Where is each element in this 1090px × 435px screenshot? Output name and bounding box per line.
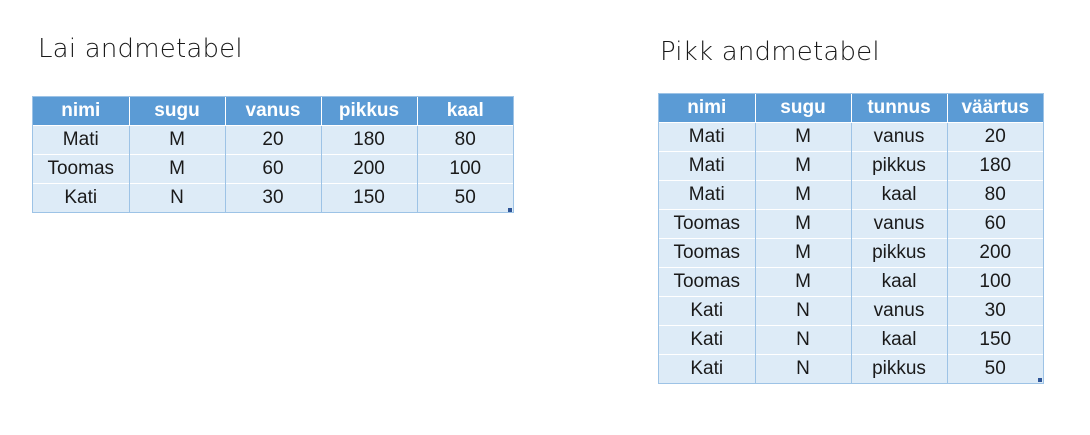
table-cell[interactable]: 20	[947, 122, 1043, 152]
table-cell[interactable]: pikkus	[851, 238, 948, 268]
long-table-title: Pikk andmetabel	[660, 37, 880, 67]
column-header-sugu[interactable]: sugu	[129, 97, 226, 126]
table-cell[interactable]: kaal	[851, 325, 948, 355]
column-header-vanus[interactable]: vanus	[225, 97, 322, 126]
column-header-tunnus[interactable]: tunnus	[851, 94, 948, 123]
table-cell[interactable]: 150	[947, 325, 1043, 355]
table-cell[interactable]: Mati	[659, 180, 756, 210]
table-row: Toomas M kaal 100	[659, 267, 1043, 297]
table-cell[interactable]: 100	[947, 267, 1043, 297]
table-cell[interactable]: 60	[947, 209, 1043, 239]
column-header-sugu[interactable]: sugu	[755, 94, 852, 123]
table-cell[interactable]: M	[129, 125, 226, 155]
table-cell[interactable]: kaal	[851, 180, 948, 210]
table-cell[interactable]: pikkus	[851, 354, 948, 383]
column-header-kaal[interactable]: kaal	[417, 97, 513, 126]
table-cell[interactable]: 30	[225, 183, 322, 212]
table-cell[interactable]: N	[755, 325, 852, 355]
table-cell[interactable]: Toomas	[659, 238, 756, 268]
table-row: Toomas M pikkus 200	[659, 238, 1043, 268]
column-header-nimi[interactable]: nimi	[659, 94, 756, 123]
table-cell[interactable]: Kati	[659, 296, 756, 326]
table-cell[interactable]: 80	[947, 180, 1043, 210]
table-resize-handle[interactable]	[1038, 378, 1042, 382]
table-row: Kati N kaal 150	[659, 325, 1043, 355]
table-cell[interactable]: 50	[417, 183, 513, 212]
table-cell[interactable]: 180	[947, 151, 1043, 181]
table-cell[interactable]: M	[755, 180, 852, 210]
column-header-nimi[interactable]: nimi	[33, 97, 130, 126]
table-cell[interactable]: Kati	[659, 354, 756, 383]
table-cell[interactable]: Mati	[33, 125, 130, 155]
wide-data-table: nimi sugu vanus pikkus kaal Mati M 20 18…	[32, 96, 514, 213]
table-header-row: nimi sugu vanus pikkus kaal	[33, 97, 513, 126]
wide-table-title: Lai andmetabel	[38, 34, 243, 64]
table-cell[interactable]: Kati	[659, 325, 756, 355]
table-cell[interactable]: 50	[947, 354, 1043, 383]
table-cell[interactable]: 60	[225, 154, 322, 184]
column-header-pikkus[interactable]: pikkus	[321, 97, 418, 126]
table-cell[interactable]: Kati	[33, 183, 130, 212]
table-cell[interactable]: Mati	[659, 151, 756, 181]
table-cell[interactable]: 180	[321, 125, 418, 155]
table-cell[interactable]: Toomas	[33, 154, 130, 184]
table-cell[interactable]: M	[755, 122, 852, 152]
table-row: Kati N pikkus 50	[659, 354, 1043, 383]
table-cell[interactable]: Toomas	[659, 267, 756, 297]
table-resize-handle[interactable]	[508, 208, 512, 212]
table-cell[interactable]: 30	[947, 296, 1043, 326]
table-row: Mati M 20 180 80	[33, 125, 513, 155]
table-cell[interactable]: N	[129, 183, 226, 212]
table-cell[interactable]: pikkus	[851, 151, 948, 181]
table-row: Mati M pikkus 180	[659, 151, 1043, 181]
table-cell[interactable]: Toomas	[659, 209, 756, 239]
table-cell[interactable]: vanus	[851, 122, 948, 152]
table-cell[interactable]: Mati	[659, 122, 756, 152]
table-row: Kati N vanus 30	[659, 296, 1043, 326]
table-cell[interactable]: M	[129, 154, 226, 184]
table-row: Kati N 30 150 50	[33, 183, 513, 212]
table-cell[interactable]: 100	[417, 154, 513, 184]
long-data-table: nimi sugu tunnus väärtus Mati M vanus 20…	[658, 93, 1044, 384]
table-row: Mati M vanus 20	[659, 122, 1043, 152]
table-row: Toomas M 60 200 100	[33, 154, 513, 184]
table-row: Toomas M vanus 60	[659, 209, 1043, 239]
table-cell[interactable]: 80	[417, 125, 513, 155]
table-cell[interactable]: M	[755, 209, 852, 239]
table-row: Mati M kaal 80	[659, 180, 1043, 210]
table-cell[interactable]: N	[755, 296, 852, 326]
table-cell[interactable]: N	[755, 354, 852, 383]
table-cell[interactable]: M	[755, 238, 852, 268]
table-cell[interactable]: 150	[321, 183, 418, 212]
table-cell[interactable]: vanus	[851, 296, 948, 326]
column-header-vaartus[interactable]: väärtus	[947, 94, 1043, 123]
table-cell[interactable]: 200	[321, 154, 418, 184]
table-header-row: nimi sugu tunnus väärtus	[659, 94, 1043, 123]
table-cell[interactable]: M	[755, 151, 852, 181]
table-cell[interactable]: M	[755, 267, 852, 297]
table-cell[interactable]: vanus	[851, 209, 948, 239]
table-cell[interactable]: 200	[947, 238, 1043, 268]
table-cell[interactable]: kaal	[851, 267, 948, 297]
table-cell[interactable]: 20	[225, 125, 322, 155]
